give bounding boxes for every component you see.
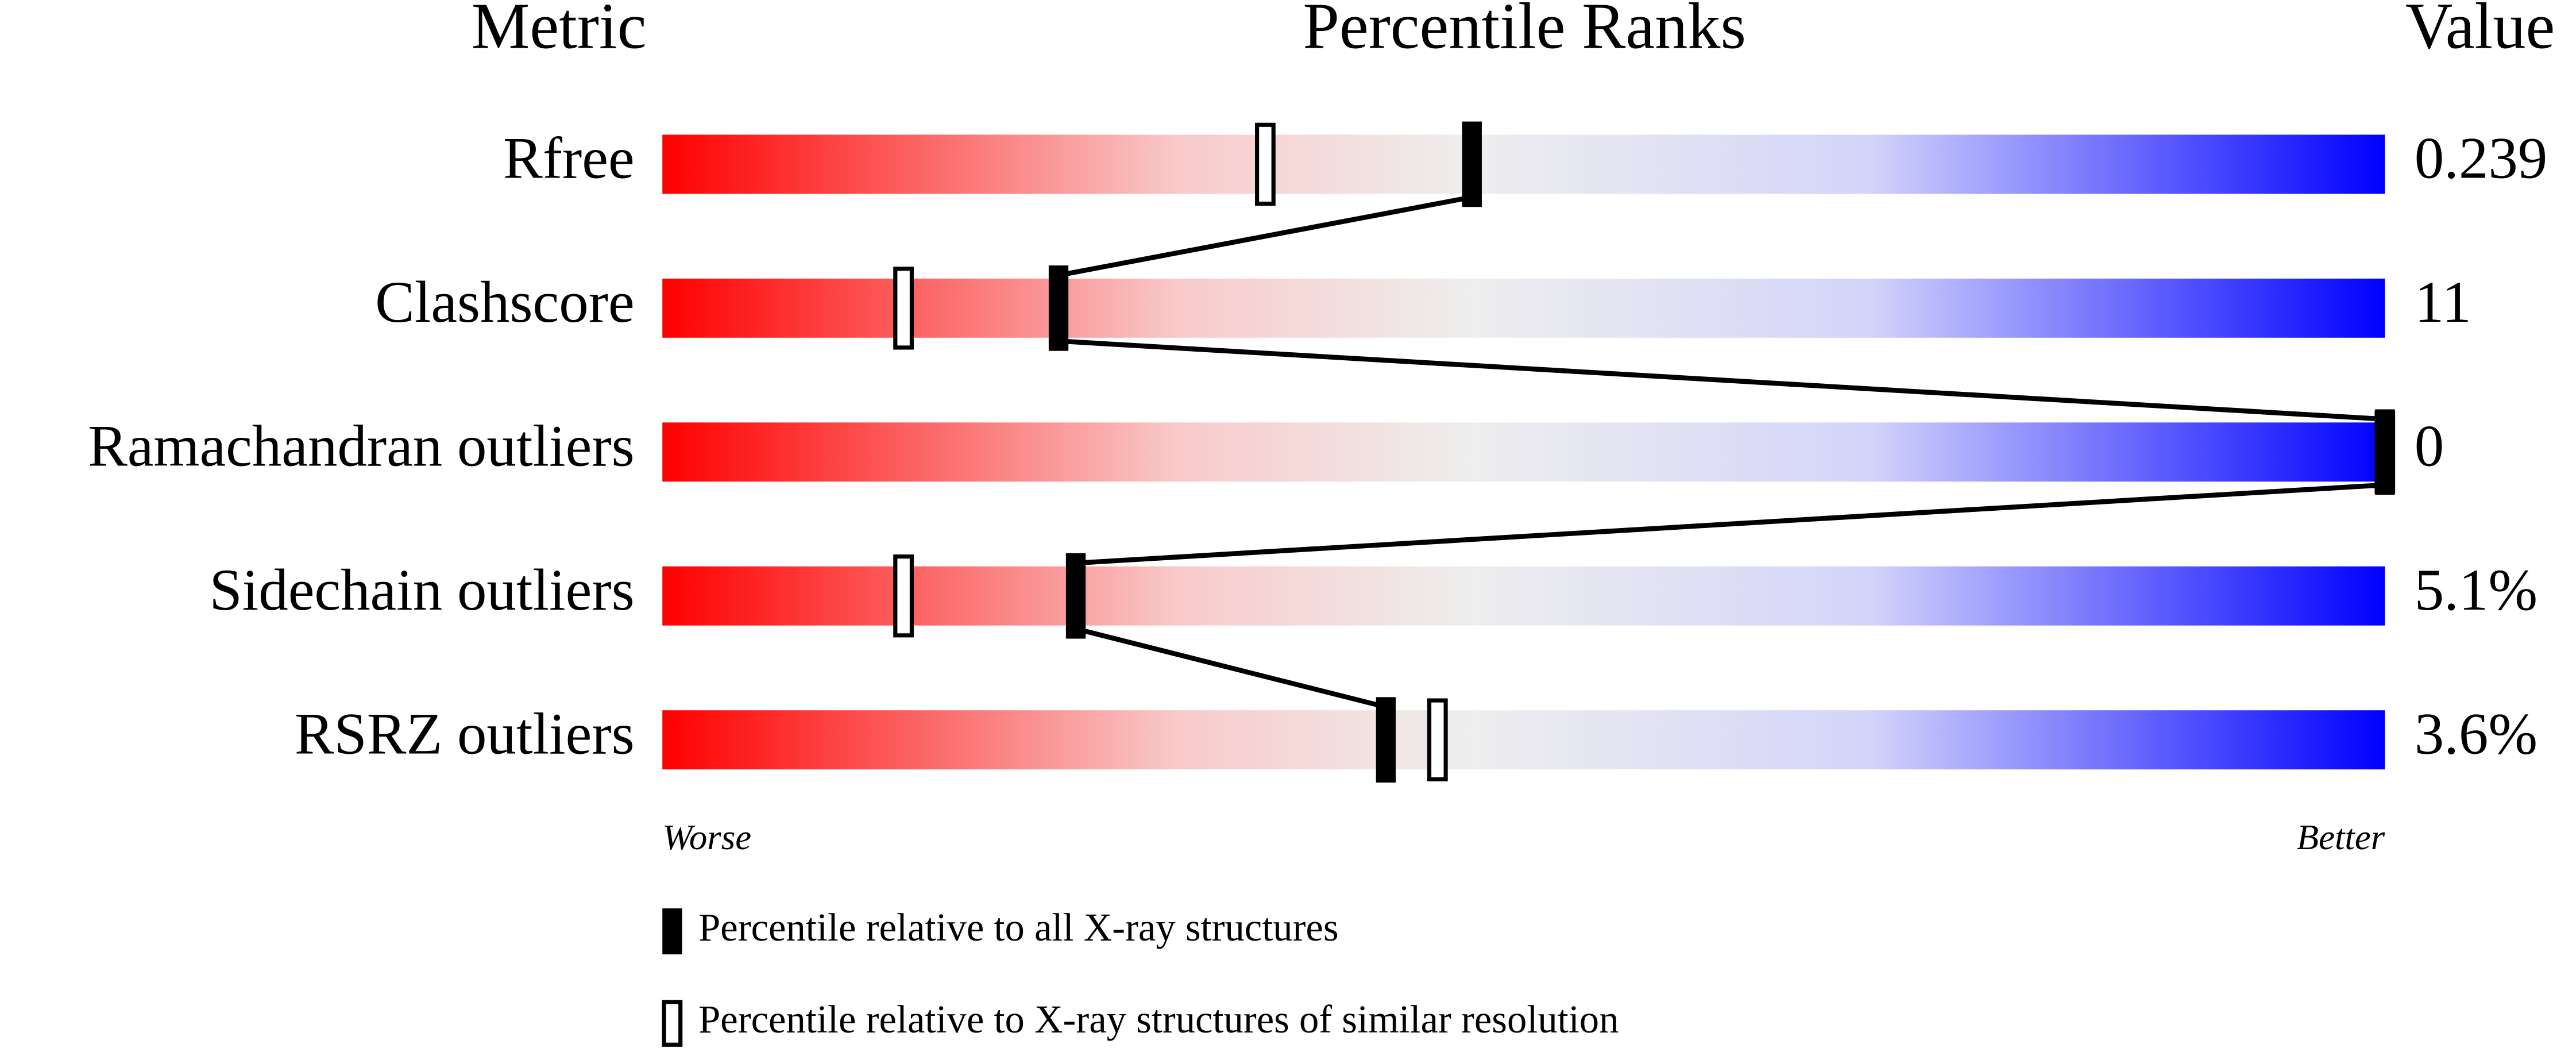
header-percentile: Percentile Ranks (1303, 0, 1746, 62)
metric-label: Rfree (503, 126, 635, 191)
percentile-bar (662, 278, 2385, 338)
marker-all (2375, 409, 2395, 495)
connector (1075, 482, 2385, 566)
connector (1075, 626, 1387, 710)
marker-similar (893, 267, 914, 350)
legend-marker (662, 1000, 683, 1047)
header-value: Value (2405, 0, 2555, 62)
value-label: 0.239 (2415, 126, 2548, 191)
metric-label: Clashscore (375, 269, 635, 335)
marker-similar (893, 554, 914, 638)
value-label: 11 (2415, 269, 2471, 335)
marker-all (1376, 697, 1396, 783)
marker-similar (1255, 122, 1276, 206)
value-label: 3.6% (2415, 701, 2538, 766)
marker-all (1065, 553, 1086, 639)
metric-label: Ramachandran outliers (88, 413, 635, 479)
marker-similar (1427, 698, 1448, 781)
value-label: 0 (2415, 413, 2444, 479)
marker-all (1462, 121, 1482, 207)
percentile-bar (662, 710, 2385, 770)
legend-label: Percentile relative to X-ray structures … (698, 997, 1619, 1041)
percentile-bar (662, 566, 2385, 626)
x-axis-better: Better (2297, 817, 2385, 857)
legend-marker (662, 908, 682, 955)
connector (1058, 194, 1473, 278)
marker-all (1048, 265, 1069, 351)
value-label: 5.1% (2415, 557, 2538, 623)
percentile-bar (662, 134, 2385, 194)
metric-label: Sidechain outliers (209, 557, 634, 623)
header-metric: Metric (472, 0, 647, 62)
metric-label: RSRZ outliers (295, 701, 635, 766)
x-axis-worse: Worse (662, 817, 751, 857)
percentile-bar (662, 422, 2385, 482)
legend-label: Percentile relative to all X-ray structu… (698, 906, 1338, 949)
connector (1058, 338, 2385, 422)
